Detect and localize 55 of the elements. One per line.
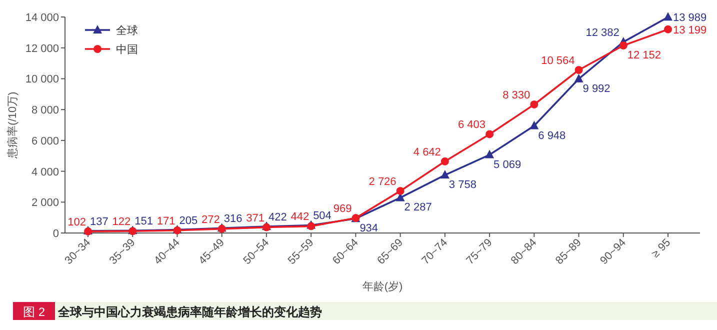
data-label: 272	[201, 214, 220, 226]
y-tick-label: 4 000	[31, 166, 59, 178]
data-label: 137	[90, 216, 108, 228]
data-label: 422	[268, 211, 287, 224]
data-label: 171	[156, 215, 176, 228]
y-tick-label: 0	[52, 228, 59, 240]
data-label: 8 330	[502, 89, 530, 102]
data-label: 4 642	[413, 146, 441, 158]
data-label: 9 992	[582, 82, 610, 95]
text: 全球与中国心力衰竭患病率随年龄增长的变化趋势	[57, 305, 322, 319]
data-label: 934	[360, 222, 378, 235]
data-label: 122	[112, 216, 131, 228]
data-label: 504	[313, 210, 332, 222]
y-axis-title: 患病率(/10万)	[6, 92, 19, 160]
point	[619, 42, 628, 50]
point	[574, 74, 584, 82]
data-label: 205	[179, 214, 198, 227]
data-label: 371	[246, 212, 264, 224]
x-tick-label: ≥ 95	[650, 236, 674, 260]
data-label: 3 758	[448, 179, 476, 192]
y-tick-label: 12 000	[25, 42, 59, 55]
data-label: 102	[68, 216, 86, 228]
data-label: 10 564	[541, 55, 575, 68]
legend-label: 中国	[116, 43, 138, 56]
x-axis-title: 年龄(岁)	[362, 281, 403, 293]
data-label: 5 069	[494, 158, 522, 171]
data-label: 6 948	[538, 130, 566, 142]
legend-label: 全球	[116, 24, 138, 37]
data-label: 13 199	[673, 24, 707, 36]
point	[440, 157, 449, 166]
point	[664, 25, 672, 34]
caption: 图 2	[22, 305, 46, 319]
y-tick-label: 10 000	[25, 74, 59, 86]
point	[530, 120, 539, 130]
point	[530, 100, 538, 108]
data-label: 969	[333, 203, 352, 216]
y-tick-label: 6 000	[31, 135, 59, 148]
data-label: 12 152	[627, 50, 662, 62]
data-label: 151	[134, 216, 153, 228]
y-tick-label: 14 000	[25, 12, 59, 24]
data-label: 12 382	[586, 26, 620, 39]
point	[664, 12, 672, 21]
y-tick-label: 8 000	[31, 104, 59, 117]
data-label: 316	[224, 213, 242, 226]
data-label: 2 726	[368, 176, 396, 188]
data-label: 6 403	[458, 119, 486, 132]
point	[396, 186, 404, 195]
point	[574, 66, 583, 74]
point	[485, 150, 494, 158]
point	[486, 130, 494, 138]
data-label: 13 989	[673, 12, 707, 24]
y-tick-label: 2 000	[31, 197, 59, 210]
data-label: 442	[290, 211, 310, 224]
point	[440, 170, 450, 179]
data-label: 2 287	[404, 202, 432, 214]
